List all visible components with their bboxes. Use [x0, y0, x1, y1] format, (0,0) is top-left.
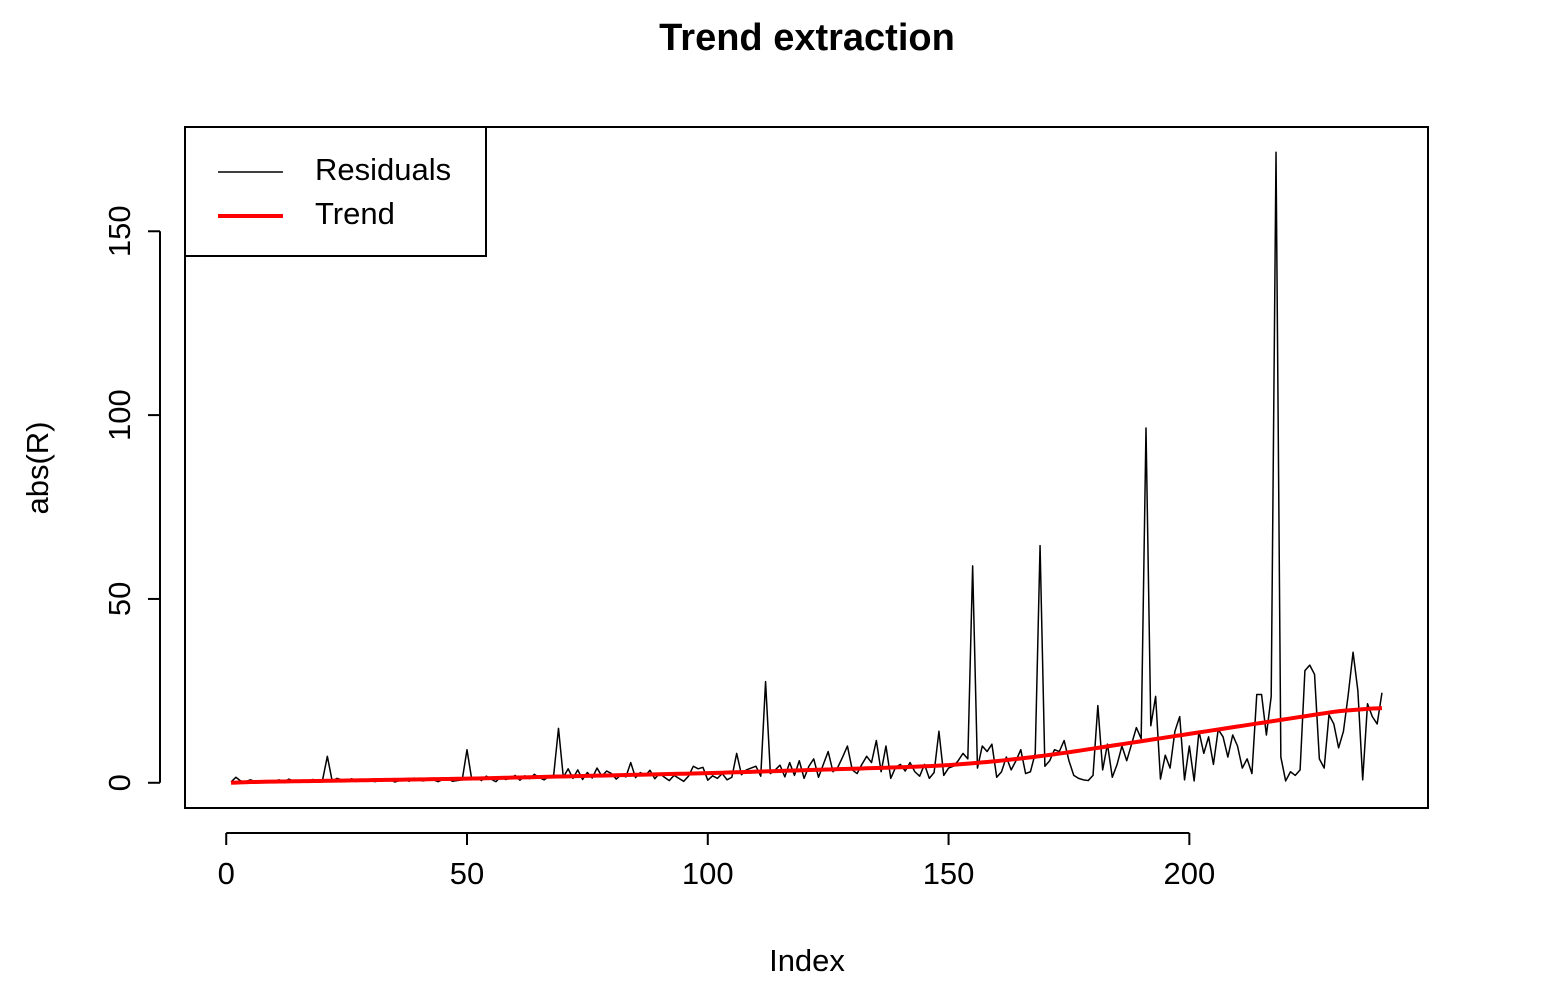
plot-frame	[184, 126, 1429, 809]
x-axis-label: Index	[769, 943, 845, 978]
x-tick-label: 0	[218, 856, 235, 891]
y-tick-label: 150	[102, 205, 137, 257]
legend-label: Trend	[315, 196, 395, 231]
legend-box	[184, 126, 487, 257]
y-tick-label: 50	[102, 582, 137, 616]
y-tick-label: 100	[102, 389, 137, 441]
series-line	[230, 706, 1383, 785]
legend-label: Residuals	[315, 152, 451, 187]
y-axis-label: abs(R)	[20, 421, 55, 514]
x-tick-label: 50	[450, 856, 484, 891]
x-tick-label: 200	[1163, 856, 1215, 891]
x-tick-label: 100	[682, 856, 734, 891]
x-tick-label: 150	[923, 856, 975, 891]
y-tick-label: 0	[102, 774, 137, 791]
chart-title: Trend extraction	[659, 17, 955, 59]
